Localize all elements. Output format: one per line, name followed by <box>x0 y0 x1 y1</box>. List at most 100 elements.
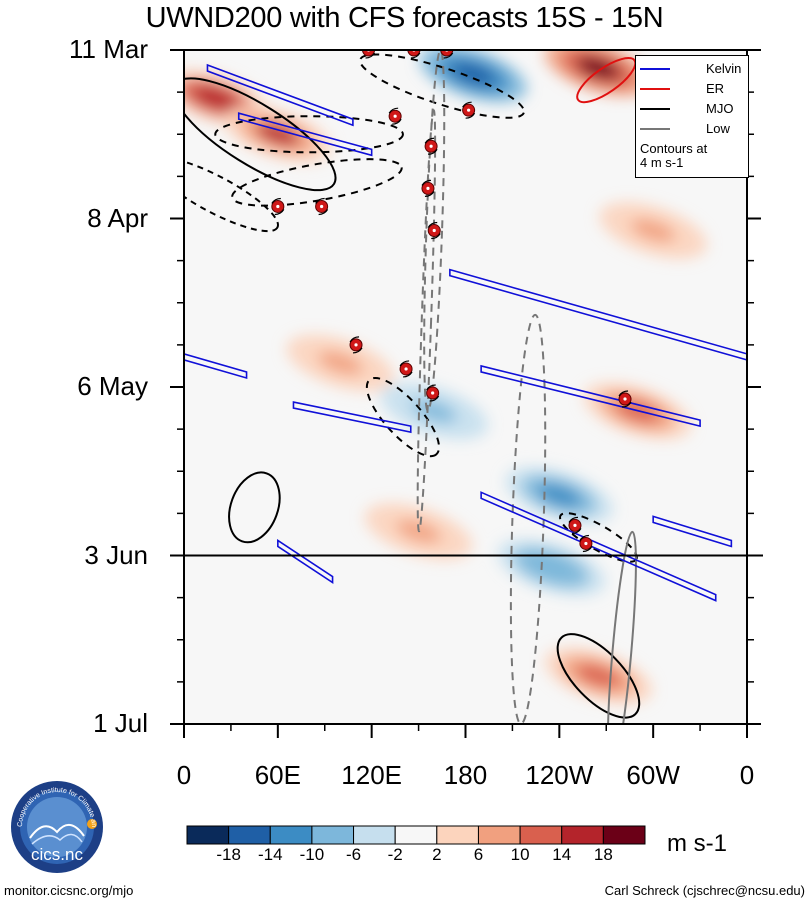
colorbar-swatch <box>186 825 230 845</box>
tropical-cyclone-icon <box>440 50 454 59</box>
anomaly-blob <box>193 86 237 110</box>
tropical-cyclone-icon <box>362 50 376 59</box>
colorbar-swatch <box>436 825 479 845</box>
kelvin-contour <box>480 491 717 602</box>
tropical-cyclone-markers <box>271 50 632 553</box>
legend-swatch-er <box>640 88 670 90</box>
colorbar-swatch <box>228 825 271 845</box>
legend-label: Kelvin <box>706 61 742 76</box>
wave-contour <box>423 50 446 412</box>
colorbar-swatch <box>602 825 646 845</box>
tropical-cyclone-icon <box>568 516 582 535</box>
anomaly-blob <box>529 556 574 580</box>
legend-swatch-kelvin <box>640 68 670 70</box>
wave-contour <box>416 109 437 533</box>
wave-contour <box>228 471 281 544</box>
x-tick-label: 120W <box>525 760 594 790</box>
x-tick-label: 60E <box>254 760 301 790</box>
legend-label: ER <box>706 81 725 96</box>
kelvin-contour <box>449 268 747 361</box>
colorbar-swatch <box>269 825 313 845</box>
legend-item-low: Low <box>640 120 745 138</box>
colorbar-tick-label: 18 <box>593 845 613 864</box>
wave-contour <box>606 530 637 724</box>
colorbar-tick-label: -14 <box>257 845 283 864</box>
legend-item-mjo: MJO <box>640 100 745 118</box>
wave-contour <box>576 57 637 104</box>
cicsnc-logo[interactable]: Cooperative Institute for Climate and Sa… <box>8 778 106 876</box>
colorbar-units: m s-1 <box>667 830 727 857</box>
x-tick-label: 120E <box>341 760 403 790</box>
colorbar-swatch <box>561 825 604 845</box>
colorbar-swatch <box>311 825 355 845</box>
tropical-cyclone-icon <box>421 179 435 198</box>
colorbar-swatch <box>477 825 521 845</box>
legend-note-line2: 4 m s-1 <box>640 155 684 170</box>
legend-label: Low <box>706 121 730 136</box>
wave-contour <box>556 633 641 719</box>
wave-contours <box>184 50 747 724</box>
legend-item-er: ER <box>640 80 745 98</box>
tropical-cyclone-icon <box>349 336 363 354</box>
tropical-cyclone-icon <box>618 390 632 408</box>
legend-item-kelvin: Kelvin <box>640 60 745 78</box>
tropical-cyclone-icon <box>399 360 413 378</box>
legend-swatch-low <box>640 128 670 130</box>
kelvin-contour <box>184 353 248 380</box>
footer-credit: Carl Schreck (cjschrec@ncsu.edu) <box>604 883 805 898</box>
y-tick-label: 6 May <box>77 371 148 401</box>
anomaly-blob <box>576 56 621 80</box>
colorbar-tick-label: -6 <box>345 845 362 864</box>
y-tick-label: 3 Jun <box>84 539 148 570</box>
legend-label: MJO <box>706 101 734 116</box>
wave-contour <box>214 115 404 154</box>
legend: Kelvin ER MJO Low Contours at 4 m s-1 <box>635 55 749 178</box>
wave-contour <box>231 158 403 207</box>
colorbar-tick-label: 10 <box>510 845 530 864</box>
chart-title: UWND200 with CFS forecasts 15S - 15N <box>145 2 664 34</box>
x-tick-label: 0 <box>739 760 755 790</box>
wave-contour <box>184 77 337 192</box>
colorbar-tick-label: 6 <box>473 845 484 864</box>
anomaly-blob <box>256 122 300 146</box>
wave-contour <box>365 376 441 458</box>
colorbar-swatch <box>353 825 396 845</box>
tropical-cyclone-icon <box>426 384 440 402</box>
colorbar-tick-label: 14 <box>552 845 572 864</box>
legend-swatch-mjo <box>640 108 670 110</box>
x-tick-label: 0 <box>176 760 192 790</box>
tropical-cyclone-icon <box>462 101 476 119</box>
colorbar-swatch <box>394 825 438 845</box>
footer-url[interactable]: monitor.cicsnc.org/mjo <box>4 883 134 898</box>
colorbar <box>186 825 646 845</box>
colorbar-swatch <box>519 825 563 845</box>
legend-note: Contours at 4 m s-1 <box>640 142 707 170</box>
anomaly-blob <box>451 62 495 86</box>
anomaly-blob <box>412 399 456 423</box>
kelvin-contour <box>206 63 354 127</box>
x-tick-label: 180 <box>443 760 488 790</box>
kelvin-contour <box>237 112 373 157</box>
colorbar-tick-label: -10 <box>299 845 325 864</box>
logo-text: cics.nc <box>31 845 83 864</box>
x-tick-label: 60W <box>626 760 680 790</box>
wave-contour <box>359 53 526 119</box>
colorbar-tick-label: 2 <box>432 845 442 864</box>
anomaly-blob <box>537 483 581 507</box>
y-tick-label: 11 Mar <box>69 34 148 64</box>
legend-note-line1: Contours at <box>640 141 708 156</box>
kelvin-contour <box>277 538 334 585</box>
wave-contour <box>184 156 279 233</box>
y-tick-label: 1 Jul <box>93 708 148 738</box>
tropical-cyclone-icon <box>424 137 438 155</box>
y-tick-label: 8 Apr <box>87 202 148 233</box>
kelvin-contour <box>292 401 412 434</box>
colorbar-tick-label: -18 <box>216 845 241 864</box>
anomaly-blob <box>631 219 675 243</box>
anomaly-blob <box>318 351 363 375</box>
tropical-cyclone-icon <box>271 197 285 216</box>
tropical-cyclone-icon <box>388 107 402 125</box>
tropical-cyclone-icon <box>427 221 441 240</box>
tropical-cyclone-icon <box>315 197 329 216</box>
colorbar-tick-label: -2 <box>387 845 403 864</box>
